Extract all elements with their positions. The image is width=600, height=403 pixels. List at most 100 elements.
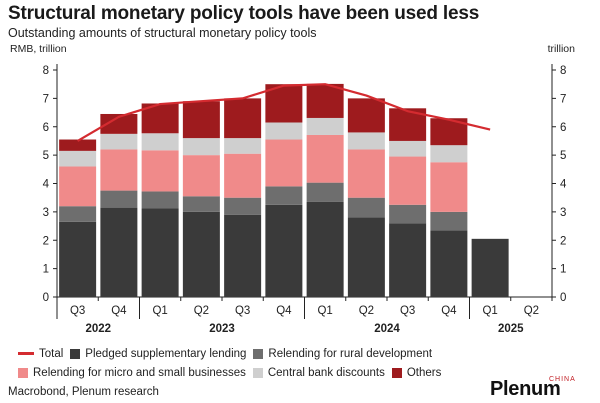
bar-segment-others <box>59 139 97 151</box>
y-tick-label-right: 2 <box>560 235 566 247</box>
bar-segment-central-bank-discounts <box>306 117 344 135</box>
legend-swatch-others <box>391 367 402 378</box>
bar-segment-relending-for-rural-development <box>100 190 138 208</box>
bar-segment-pledged-supplementary-lending <box>430 230 468 297</box>
bar-segment-pledged-supplementary-lending <box>389 223 427 297</box>
bar-segment-others <box>182 101 220 139</box>
bar-segment-relending-for-micro-and-small-businesses <box>100 149 138 191</box>
bar-segment-relending-for-rural-development <box>224 197 262 215</box>
bar-segment-relending-for-micro-and-small-businesses <box>306 134 344 183</box>
bar-segment-relending-for-rural-development <box>182 196 220 212</box>
x-tick-label: Q2 <box>359 305 374 317</box>
y-tick-label-left: 6 <box>43 122 49 134</box>
bar-segment-central-bank-discounts <box>389 140 427 157</box>
bar-segment-others <box>347 98 385 133</box>
bar-segment-pledged-supplementary-lending <box>224 214 262 297</box>
bar-segment-central-bank-discounts <box>430 145 468 163</box>
bar-segment-relending-for-micro-and-small-businesses <box>141 150 179 192</box>
y-tick-label-left: 4 <box>43 179 50 191</box>
bar-segment-others <box>306 83 344 118</box>
plenum-logo: Plenum <box>490 378 561 400</box>
chart-legend: Total Pledged supplementary lending Rele… <box>18 344 593 382</box>
bar-segment-relending-for-rural-development <box>59 206 97 222</box>
chart-subtitle: Outstanding amounts of structural moneta… <box>8 26 317 40</box>
y-tick-label-left: 5 <box>43 150 49 162</box>
y-tick-label-right: 8 <box>560 65 566 77</box>
bar-segment-relending-for-rural-development <box>389 204 427 224</box>
x-tick-label: Q4 <box>276 305 292 317</box>
y-tick-label-left: 8 <box>43 65 49 77</box>
bar-segment-relending-for-rural-development <box>347 197 385 218</box>
source-note: Macrobond, Plenum research <box>8 386 159 398</box>
y-tick-label-left: 3 <box>43 207 49 219</box>
bar-segment-relending-for-micro-and-small-businesses <box>430 162 468 212</box>
bar-segment-pledged-supplementary-lending <box>347 217 385 297</box>
stacked-bar-chart: RMB, trillion trillion 0 0 1 1 2 2 3 3 4 4 5 5 6 6 7 7 8… <box>10 43 576 335</box>
bar-segment-others <box>100 113 138 134</box>
bar-segment-pledged-supplementary-lending <box>182 211 220 297</box>
legend-label-relending-rural: Relending for rural development <box>268 347 433 360</box>
x-year-label: 2022 <box>85 323 111 335</box>
bar-segment-central-bank-discounts <box>224 138 262 154</box>
chart-title: Structural monetary policy tools have be… <box>8 3 480 24</box>
x-tick-label: Q2 <box>194 305 209 317</box>
legend-swatch-relending-micro-small <box>18 367 28 378</box>
y-axis-label-right: trillion <box>548 43 576 55</box>
bar-segment-relending-for-micro-and-small-businesses <box>182 155 220 197</box>
x-tick-label: Q1 <box>317 305 332 317</box>
x-tick-label: Q3 <box>400 305 415 317</box>
y-tick-label-right: 0 <box>560 292 566 304</box>
x-tick-label: Q3 <box>70 305 85 317</box>
legend-item-pledged-supplementary-lending: Pledged supplementary lending <box>70 348 246 360</box>
bar-segment-relending-for-micro-and-small-businesses <box>347 149 385 198</box>
bar-segment-relending-for-rural-development <box>265 186 303 205</box>
y-tick-label-right: 6 <box>560 122 566 134</box>
x-year-label: 2024 <box>374 323 400 335</box>
y-tick-label-right: 3 <box>560 207 566 219</box>
bar-segment-central-bank-discounts <box>347 132 385 150</box>
plenum-logo-superscript: CHINA <box>549 376 576 383</box>
x-year-label: 2025 <box>498 323 524 335</box>
legend-label-relending-micro-small: Relending for micro and small businesses <box>33 366 246 379</box>
legend-swatch-relending-rural <box>253 348 264 359</box>
bar-segment-relending-for-rural-development <box>430 211 468 231</box>
bar-segment-others <box>224 98 262 139</box>
bar-segment-relending-for-micro-and-small-businesses <box>389 156 427 205</box>
bar-segment-relending-for-rural-development <box>306 182 344 202</box>
bar-segment-pledged-supplementary-lending <box>100 207 138 297</box>
y-tick-label-left: 2 <box>43 235 49 247</box>
legend-swatch-central-bank-discounts <box>252 367 263 378</box>
legend-item-central-bank-discounts: Central bank discounts <box>252 367 385 379</box>
y-tick-label-right: 4 <box>560 179 567 191</box>
x-tick-label: Q3 <box>235 305 250 317</box>
bar-segment-pledged-supplementary-lending <box>471 238 509 297</box>
x-tick-label: Q1 <box>482 305 497 317</box>
bar-segment-central-bank-discounts <box>182 138 220 156</box>
y-tick-label-left: 7 <box>43 93 49 105</box>
legend-item-relending-micro-small: Relending for micro and small businesses <box>18 367 246 379</box>
bar-segment-pledged-supplementary-lending <box>141 208 179 297</box>
x-year-label: 2023 <box>209 323 235 335</box>
x-tick-label: Q4 <box>441 305 457 317</box>
bar-segment-pledged-supplementary-lending <box>306 201 344 297</box>
legend-label-total: Total <box>39 347 64 360</box>
y-axis-label-left: RMB, trillion <box>10 43 67 55</box>
x-tick-label: Q1 <box>152 305 167 317</box>
legend-label-pledged-supplementary-lending: Pledged supplementary lending <box>85 347 247 360</box>
legend-item-relending-rural: Relending for rural development <box>253 348 432 360</box>
y-tick-label-left: 1 <box>43 264 49 276</box>
x-tick-label: Q4 <box>111 305 127 317</box>
bar-segment-relending-for-micro-and-small-businesses <box>265 139 303 187</box>
bar-segment-relending-for-rural-development <box>141 191 179 209</box>
y-tick-label-left: 0 <box>43 292 49 304</box>
legend-swatch-total <box>18 352 34 355</box>
bar-segment-central-bank-discounts <box>265 122 303 140</box>
bar-segment-central-bank-discounts <box>100 133 138 150</box>
legend-item-total: Total <box>18 348 63 360</box>
x-tick-label: Q2 <box>524 305 539 317</box>
legend-label-others: Others <box>406 366 442 379</box>
bar-segment-pledged-supplementary-lending <box>59 221 97 297</box>
bar-segment-central-bank-discounts <box>59 150 97 167</box>
legend-item-others: Others <box>391 366 442 379</box>
bar-segment-relending-for-micro-and-small-businesses <box>224 153 262 198</box>
